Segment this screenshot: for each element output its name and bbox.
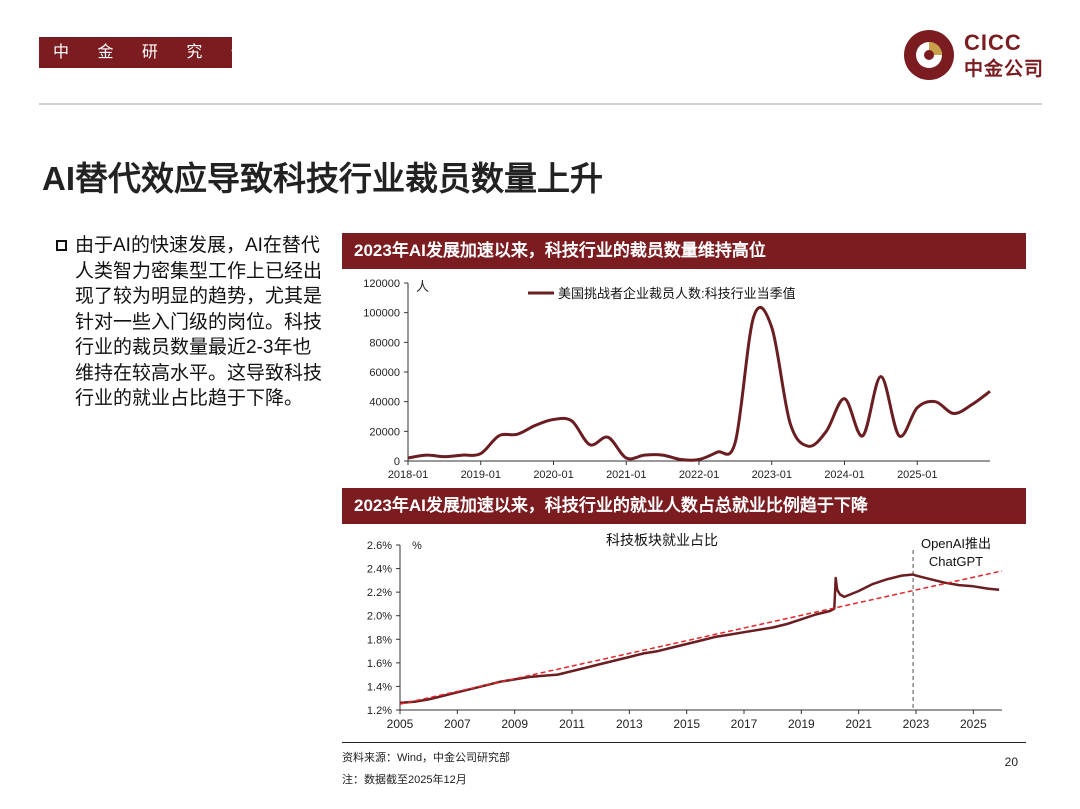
x-tick-label: 2019 bbox=[788, 717, 815, 731]
y-tick-label: 1.6% bbox=[367, 658, 392, 670]
y-tick-label: 120000 bbox=[363, 278, 400, 290]
x-tick-label: 2025-01 bbox=[897, 469, 937, 481]
x-tick-label: 2021-01 bbox=[606, 469, 646, 481]
y-tick-label: 20000 bbox=[369, 426, 400, 438]
y-tick-label: 2.0% bbox=[367, 611, 392, 623]
x-tick-label: 2007 bbox=[444, 717, 471, 731]
x-tick-label: 2023 bbox=[903, 717, 930, 731]
logo-text-cn: 中金公司 bbox=[964, 59, 1045, 80]
footer: 资料来源：Wind，中金公司研究部 注：数据截至2025年12月 20 bbox=[342, 742, 1026, 786]
y-unit-label: 人 bbox=[416, 279, 429, 294]
y-tick-label: 0 bbox=[394, 456, 400, 468]
series-line-tech-layoffs bbox=[407, 305, 991, 462]
x-tick-label: 2022-01 bbox=[679, 469, 719, 481]
layoffs-chart: 0 20000 40000 60000 80000 100000 120000 2018-01… bbox=[342, 269, 1026, 492]
x-tick-label: 2025 bbox=[960, 717, 987, 731]
x-tick-label: 2018-01 bbox=[388, 469, 428, 481]
chart2-banner: 2023年AI发展加速以来，科技行业的就业人数占总就业比例趋于下降 bbox=[342, 488, 1026, 524]
bullet-text: 由于AI的快速发展，AI在替代人类智力密集型工作上已经出现了较为明显的趋势，尤其… bbox=[75, 235, 323, 409]
x-tick-label: 2011 bbox=[559, 717, 585, 731]
header-divider bbox=[39, 103, 1042, 105]
annotation-label-line2: ChatGPT bbox=[929, 554, 983, 569]
page-title: AI替代效应导致科技行业裁员数量上升 bbox=[42, 160, 603, 197]
logo-text-en: CICC bbox=[964, 30, 1022, 55]
x-tick-label: 2015 bbox=[673, 717, 700, 731]
y-tick-label: 1.4% bbox=[367, 681, 392, 693]
x-tick-label: 2019-01 bbox=[461, 469, 501, 481]
annotation-label-line1: OpenAI推出 bbox=[921, 536, 991, 551]
chart1-banner: 2023年AI发展加速以来，科技行业的裁员数量维持高位 bbox=[342, 233, 1026, 269]
page-number: 20 bbox=[1004, 755, 1018, 769]
department-label: 中 金 研 究 部 bbox=[39, 37, 247, 68]
y-tick-label: 1.2% bbox=[367, 705, 392, 717]
x-tick-label: 2005 bbox=[387, 717, 414, 731]
layoffs-chart-svg: 0 20000 40000 60000 80000 100000 120000 2018-01… bbox=[363, 278, 991, 481]
y-tick-label: 80000 bbox=[369, 337, 400, 349]
x-tick-label: 2024-01 bbox=[824, 469, 864, 481]
legend-label: 美国挑战者企业裁员人数:科技行业当季值 bbox=[558, 286, 796, 301]
source-note: 资料来源：Wind，中金公司研究部 bbox=[342, 752, 511, 764]
y-tick-label: 100000 bbox=[363, 308, 400, 320]
y-tick-label: 2.4% bbox=[367, 564, 392, 576]
y-tick-label: 40000 bbox=[369, 397, 400, 409]
y-tick-label: 2.2% bbox=[367, 587, 392, 599]
y-unit-label: % bbox=[412, 540, 422, 552]
cicc-logo-icon bbox=[904, 30, 954, 80]
cicc-logo: CICC 中金公司 bbox=[902, 28, 1052, 84]
x-tick-label: 2017 bbox=[731, 717, 758, 731]
x-tick-label: 2020-01 bbox=[533, 469, 573, 481]
x-tick-label: 2021 bbox=[845, 717, 872, 731]
y-tick-label: 60000 bbox=[369, 367, 400, 379]
y-tick-label: 1.8% bbox=[367, 634, 392, 646]
square-bullet-icon bbox=[56, 240, 67, 251]
tech-employment-share-chart: 1.2% 1.4% 1.6% 1.8% 2.0% 2.2% 2.4% 2.6% 2005 2007… bbox=[342, 524, 1026, 743]
y-tick-label: 2.6% bbox=[367, 540, 392, 552]
chart-title: 科技板块就业占比 bbox=[606, 532, 718, 548]
trend-line bbox=[399, 570, 1003, 705]
x-tick-label: 2023-01 bbox=[752, 469, 792, 481]
x-tick-label: 2009 bbox=[501, 717, 528, 731]
x-tick-label: 2013 bbox=[616, 717, 643, 731]
employment-share-chart-svg: 1.2% 1.4% 1.6% 1.8% 2.0% 2.2% 2.4% 2.6% 2005 2007… bbox=[367, 532, 1003, 731]
data-cutoff-note: 注：数据截至2025年12月 bbox=[342, 774, 467, 786]
